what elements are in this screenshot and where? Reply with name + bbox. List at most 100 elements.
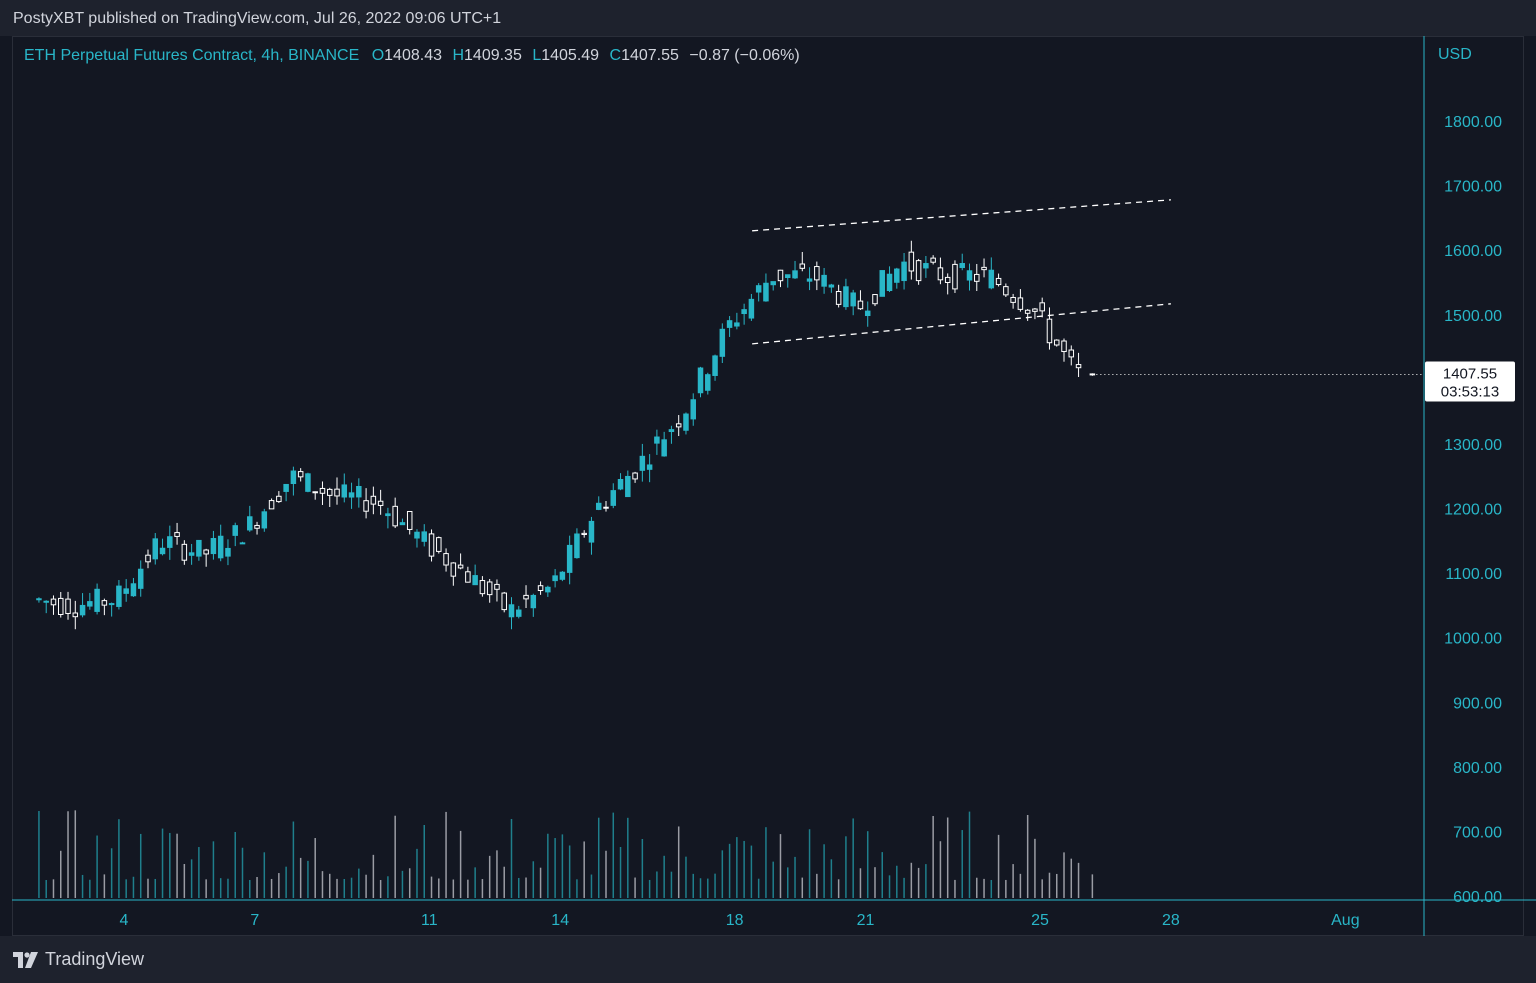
candle-body bbox=[581, 532, 587, 535]
candle-body bbox=[952, 263, 958, 290]
candle-body bbox=[1024, 309, 1031, 314]
candle-body bbox=[552, 575, 558, 582]
candle-body bbox=[428, 533, 435, 557]
candle-countdown: 03:53:13 bbox=[1441, 383, 1499, 400]
candle-body bbox=[501, 592, 507, 611]
price-tick-label: 1800.00 bbox=[1444, 114, 1502, 131]
candle-body bbox=[276, 495, 282, 503]
candle-body bbox=[755, 285, 762, 293]
candle-body bbox=[705, 374, 711, 391]
channel-lower-line[interactable] bbox=[752, 303, 1171, 345]
time-tick-label: 7 bbox=[250, 912, 259, 929]
candle-body bbox=[486, 581, 493, 596]
tradingview-logo[interactable]: TradingView bbox=[13, 949, 144, 970]
time-tick-label: Aug bbox=[1331, 912, 1359, 929]
candle-body bbox=[58, 597, 64, 615]
candle-body bbox=[697, 367, 704, 394]
channel-upper-line[interactable] bbox=[752, 199, 1171, 232]
candle-body bbox=[603, 506, 609, 509]
candle-body bbox=[850, 292, 856, 307]
last-price-tag bbox=[1425, 361, 1515, 402]
candle-body bbox=[377, 500, 384, 506]
candle-body bbox=[225, 547, 231, 557]
top-bar bbox=[0, 0, 1536, 36]
candle-body bbox=[523, 594, 529, 600]
candle-body bbox=[94, 588, 100, 612]
candle-body bbox=[319, 487, 326, 494]
candle-body bbox=[341, 484, 348, 498]
candle-body bbox=[675, 423, 682, 428]
candle-body bbox=[632, 472, 638, 480]
price-tick-label: 800.00 bbox=[1453, 760, 1502, 777]
candle-body bbox=[530, 594, 537, 609]
price-tick-label: 1100.00 bbox=[1445, 566, 1502, 583]
published-caption: PostyXBT published on TradingView.com, J… bbox=[13, 10, 502, 27]
candle-body bbox=[690, 399, 696, 420]
candle-body bbox=[668, 429, 675, 433]
candle-body bbox=[625, 475, 631, 498]
candle-body bbox=[886, 273, 893, 292]
candle-body bbox=[188, 552, 195, 556]
legend-open-label: O bbox=[371, 47, 385, 64]
legend-symbol[interactable]: ETH Perpetual Futures Contract, 4h, BINA… bbox=[24, 47, 360, 64]
candle-body bbox=[414, 531, 420, 539]
candle-body bbox=[508, 604, 515, 618]
candle-body bbox=[145, 554, 151, 563]
candle-body bbox=[72, 612, 79, 618]
tradingview-logo-icon bbox=[13, 951, 38, 968]
legend-close-value: 1407.55 bbox=[621, 47, 679, 64]
candle-body bbox=[297, 471, 304, 478]
candle-body bbox=[50, 598, 57, 606]
candle-body bbox=[392, 505, 398, 527]
legend-high-label: H bbox=[452, 47, 465, 64]
legend-high-value: 1409.35 bbox=[464, 47, 522, 64]
time-tick-label: 11 bbox=[421, 912, 438, 929]
legend-change: −0.87 (−0.06%) bbox=[689, 47, 800, 64]
chart-frame bbox=[12, 36, 1524, 936]
candle-body bbox=[421, 531, 428, 542]
candle-body bbox=[1068, 349, 1075, 358]
candle-body bbox=[436, 537, 442, 552]
candle-body bbox=[65, 598, 71, 614]
candle-body bbox=[872, 294, 878, 305]
candle-body bbox=[988, 269, 995, 289]
candle-body bbox=[516, 609, 522, 617]
candle-body bbox=[559, 571, 566, 580]
candle-body bbox=[814, 266, 820, 281]
time-tick-label: 25 bbox=[1031, 912, 1049, 929]
candle-body bbox=[356, 485, 362, 498]
time-tick-label: 28 bbox=[1162, 912, 1180, 929]
candle-body bbox=[348, 492, 355, 498]
candle-body bbox=[167, 536, 173, 548]
candle-body bbox=[821, 274, 827, 287]
candle-body bbox=[1053, 339, 1060, 346]
price-tick-label: 600.00 bbox=[1453, 889, 1502, 906]
candle-body bbox=[123, 588, 129, 594]
candle-body bbox=[247, 516, 253, 531]
candle-body bbox=[894, 268, 900, 283]
candle-body bbox=[966, 270, 973, 281]
candle-body bbox=[1032, 308, 1038, 312]
candle-body bbox=[283, 483, 289, 492]
candle-body bbox=[1010, 296, 1016, 303]
candle-body bbox=[203, 549, 209, 555]
candle-body bbox=[639, 455, 646, 471]
price-tick-label: 1300.00 bbox=[1444, 437, 1502, 454]
candle-body bbox=[930, 257, 936, 263]
candle-body bbox=[232, 525, 238, 536]
candle-body bbox=[915, 260, 922, 282]
legend-close-label: C bbox=[609, 47, 622, 64]
price-tick-label: 1500.00 bbox=[1444, 308, 1502, 325]
candle-body bbox=[79, 604, 86, 616]
candle-body bbox=[959, 263, 965, 269]
footer-brand: TradingView bbox=[45, 949, 145, 969]
candle-body bbox=[857, 300, 864, 310]
bottom-bar bbox=[0, 936, 1536, 983]
candle-body bbox=[101, 600, 108, 606]
candle-body bbox=[574, 533, 580, 559]
price-tick-label: 1600.00 bbox=[1444, 243, 1502, 260]
price-tick-label: 1200.00 bbox=[1444, 502, 1502, 519]
candle-body bbox=[326, 488, 333, 496]
candle-body bbox=[450, 562, 457, 577]
